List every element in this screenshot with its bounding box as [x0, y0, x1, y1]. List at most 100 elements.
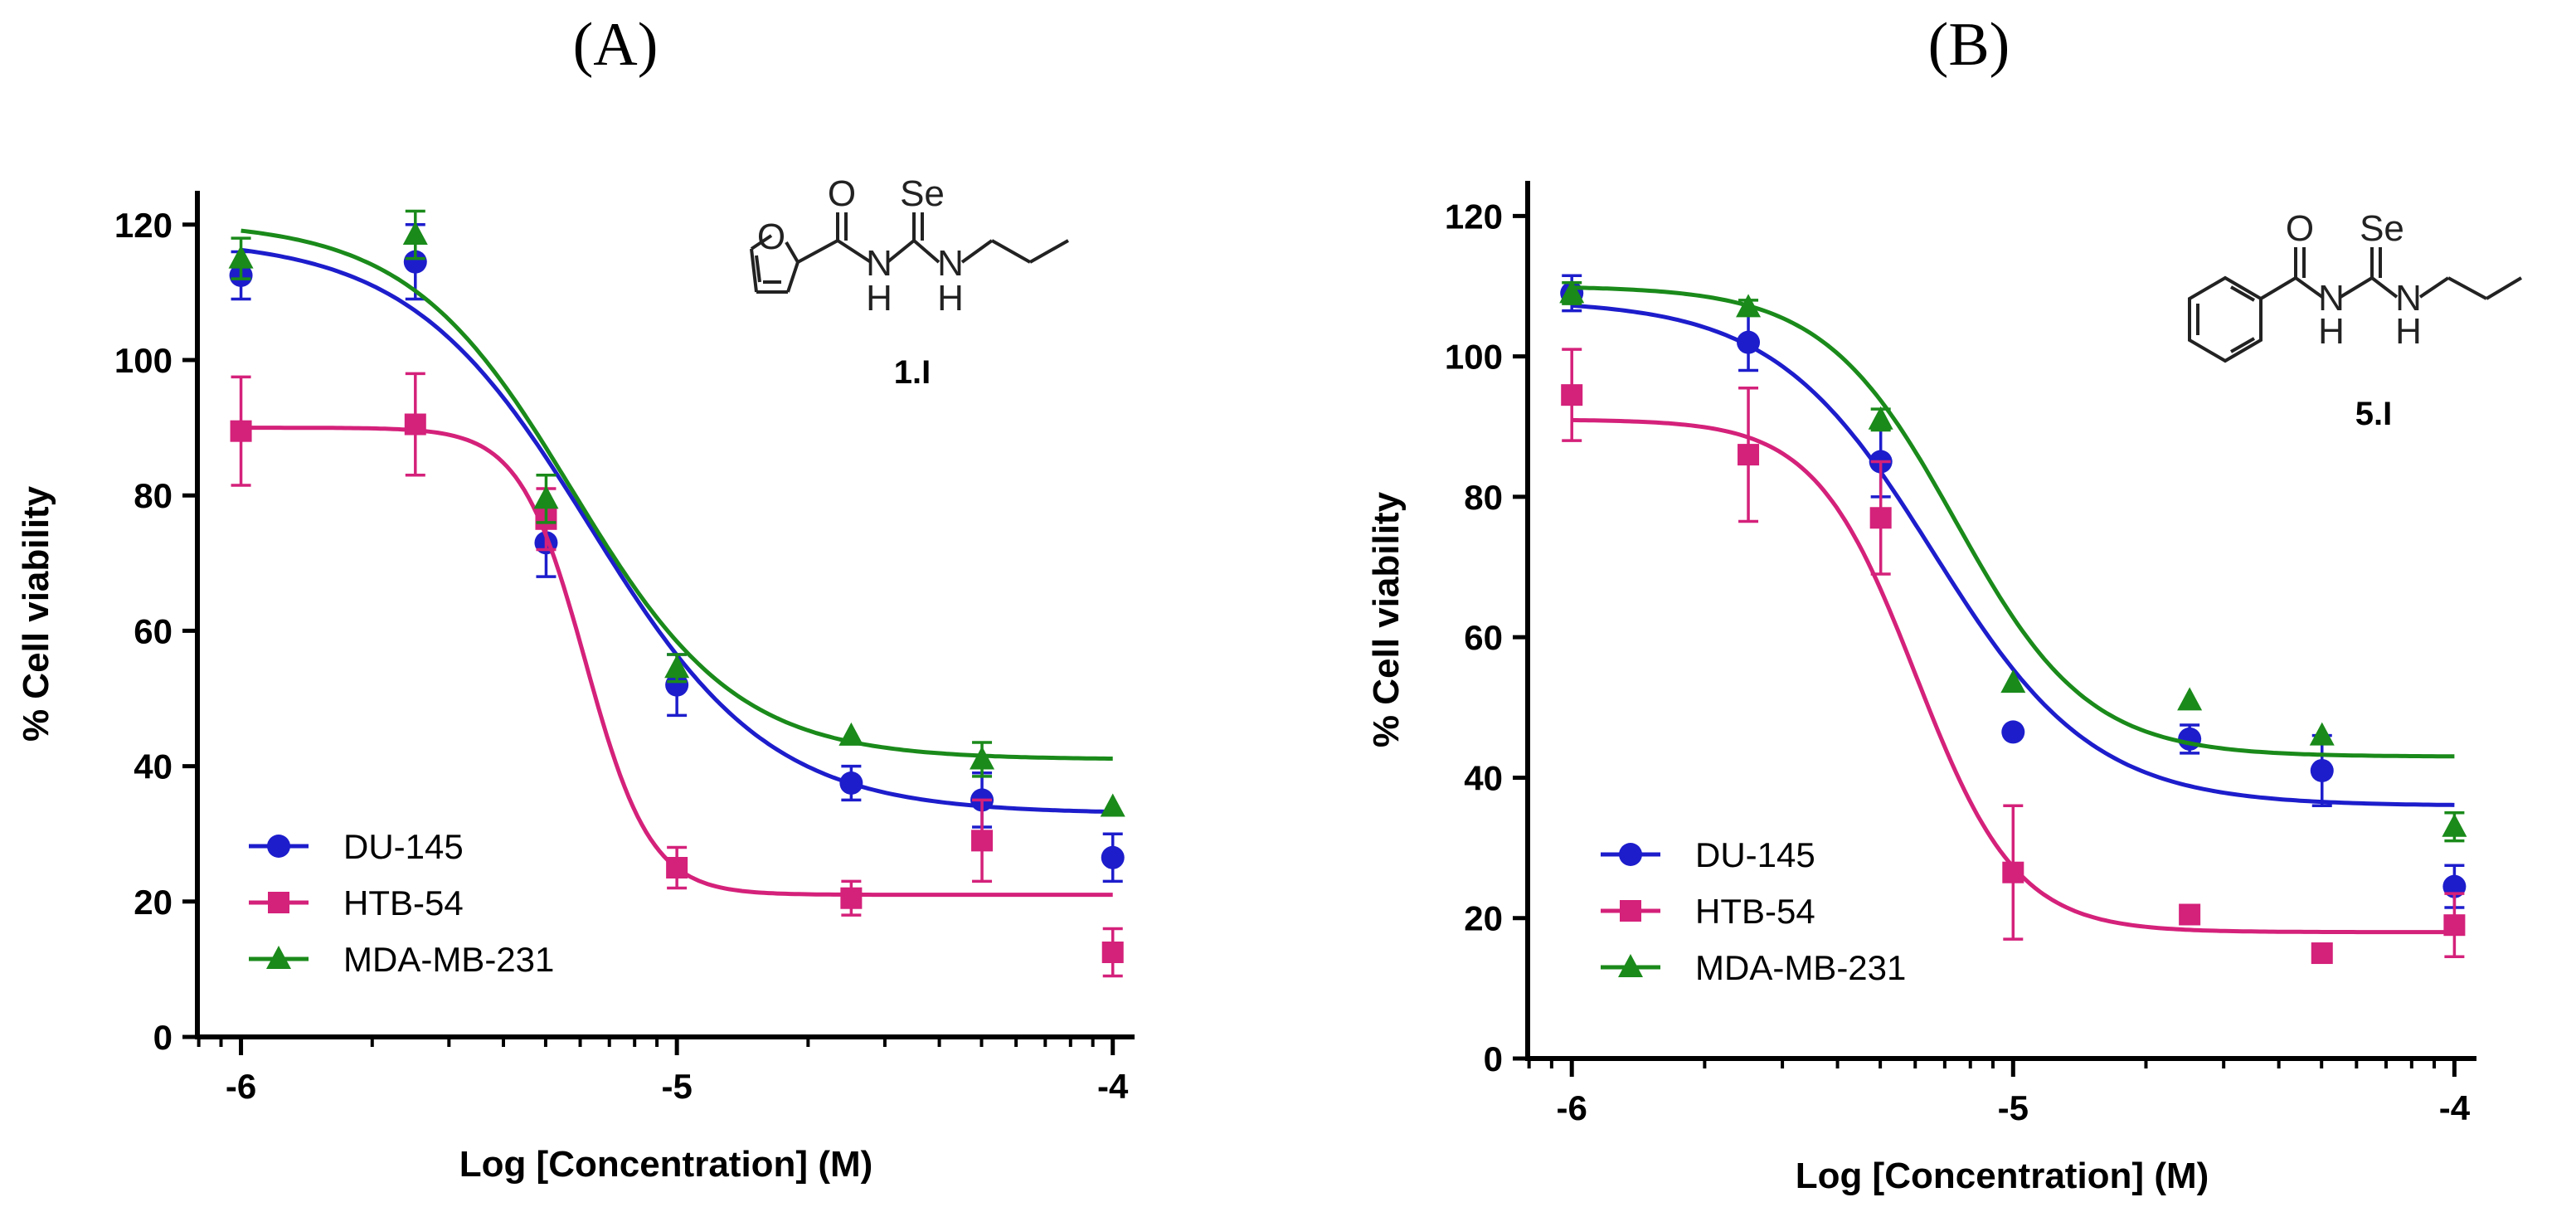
p1-mda-mb-231-point	[2442, 813, 2467, 837]
p0-x-axis-title: Log [Concentration] (M)	[459, 1144, 873, 1185]
furan-2-carbonyl-selenourea-structure	[750, 212, 1069, 294]
panel-b-atom-n2: N	[2395, 278, 2422, 319]
panel-b-atom-o-carbonyl: O	[2286, 208, 2314, 249]
p1-legend-mda-mb-231-marker	[1618, 954, 1643, 977]
p0-mda-mb-231-point	[533, 485, 559, 509]
panel-a-plot: 0 20 40 60 80 100 120 -6 -5 -4 Log [Concentration]…	[16, 191, 1135, 1185]
p0-mda-mb-231-point	[402, 221, 428, 246]
p1-y-tick-label: 40	[1464, 758, 1503, 797]
p0-legend-du-145-label: DU-145	[343, 827, 464, 866]
p1-x-axis-title: Log [Concentration] (M)	[1796, 1156, 2209, 1196]
p0-y-tick-label: 80	[134, 476, 173, 515]
p0-y-tick-label: 20	[134, 883, 173, 922]
p1-mda-mb-231-point	[2309, 722, 2335, 746]
p0-htb-54-point	[1101, 942, 1124, 963]
p0-y-tick-label: 60	[134, 611, 173, 650]
panel-b-legend: DU-145 HTB-54 MDA-MB-231	[1601, 835, 1906, 987]
p1-du-145-point	[1737, 330, 1761, 354]
p0-y-tick-label: 100	[114, 341, 173, 380]
p1-legend-mda-mb-231-label: MDA-MB-231	[1695, 948, 1906, 987]
p0-du-145-point	[403, 250, 427, 274]
p1-du-145-point	[2001, 720, 2025, 744]
panel-a-atom-h1: H	[866, 278, 892, 319]
p1-du-145-point	[2310, 758, 2334, 782]
p0-du-145-fit-curve	[241, 247, 1113, 815]
p1-y-tick-label: 80	[1464, 478, 1503, 517]
panel-b-atom-h1: H	[2318, 311, 2345, 352]
p0-legend-du-145-marker	[267, 835, 290, 858]
p1-y-tick-label: 120	[1445, 197, 1503, 236]
p1-y-tick-label: 0	[1484, 1039, 1503, 1078]
p1-htb-54-point	[1561, 384, 1583, 406]
panel-a-atom-h2: H	[937, 278, 964, 319]
p0-mda-mb-231-point	[228, 245, 254, 269]
panel-b: (B) 0 20 40 60 80 100 120 -6 -5 -4 Log [Concentrat…	[1366, 11, 2523, 1196]
p0-legend-htb-54-marker	[268, 892, 289, 913]
panel-a-atom-n1: N	[866, 243, 892, 284]
p1-x-tick-label: -4	[2439, 1088, 2471, 1127]
p1-x-tick-label: -6	[1557, 1088, 1587, 1127]
p1-mda-mb-231-point	[2177, 687, 2203, 711]
panel-a-legend: DU-145 HTB-54 MDA-MB-231	[249, 827, 554, 979]
panel-b-atom-se: Se	[2360, 208, 2404, 249]
p1-y-tick-label: 20	[1464, 899, 1503, 938]
p0-legend-htb-54-label: HTB-54	[343, 883, 464, 922]
p0-x-tick-label: -4	[1097, 1067, 1129, 1106]
panel-a-atom-se: Se	[900, 173, 945, 214]
p0-legend-mda-mb-231-label: MDA-MB-231	[343, 940, 554, 979]
panel-a-letter: (A)	[573, 11, 659, 79]
p0-x-tick-label: -5	[661, 1067, 692, 1106]
panel-a-atom-o-ring: O	[757, 217, 785, 257]
p0-htb-54-point	[971, 830, 994, 852]
p1-legend-du-145-label: DU-145	[1695, 835, 1815, 874]
p0-y-tick-label: 40	[134, 747, 173, 786]
p0-x-tick-label: -6	[226, 1067, 256, 1106]
panel-b-molecule: O Se N H N H 5.I	[2188, 208, 2523, 432]
panel-a-atom-n2: N	[937, 243, 964, 284]
p0-legend-mda-mb-231-marker	[266, 946, 291, 969]
p1-y-tick-label: 60	[1464, 618, 1503, 657]
panel-a-compound-name: 1.I	[894, 354, 931, 391]
p1-mda-mb-231-fit-curve	[1572, 285, 2455, 759]
p0-mda-mb-231-point	[838, 722, 864, 746]
panel-a: (A) 0 20 40 60 80 100 120 -6 -5 -4 Log [Concentrat…	[16, 11, 1135, 1185]
panel-b-plot: 0 20 40 60 80 100 120 -6 -5 -4 Log [Concentration]…	[1366, 181, 2476, 1196]
p1-du-145-fit-curve	[1572, 303, 2455, 807]
p1-x-tick-label: -5	[1998, 1088, 2029, 1127]
panel-b-compound-name: 5.I	[2355, 396, 2392, 432]
panel-b-atom-n1: N	[2318, 278, 2345, 319]
p1-mda-mb-231-point	[1868, 406, 1893, 430]
p1-legend-htb-54-label: HTB-54	[1695, 892, 1815, 931]
p0-mda-mb-231-fit-curve	[241, 228, 1113, 761]
p1-legend-htb-54-marker	[1620, 900, 1641, 922]
p1-y-axis-title: % Cell viability	[1366, 491, 1407, 747]
panel-a-atom-o-carbonyl: O	[828, 173, 856, 214]
p0-htb-54-point	[404, 413, 426, 436]
p0-y-tick-label: 0	[153, 1018, 173, 1057]
p1-htb-54-point	[2002, 861, 2024, 883]
benzoyl-selenourea-structure	[2188, 247, 2523, 363]
panel-b-letter: (B)	[1928, 11, 2010, 79]
p0-htb-54-point	[666, 857, 688, 878]
p1-mda-mb-231-point	[2000, 669, 2026, 694]
p0-mda-mb-231-point	[1100, 793, 1125, 817]
p0-mda-mb-231-point	[970, 746, 995, 770]
p1-htb-54-point	[2443, 914, 2466, 937]
p0-htb-54-point	[840, 887, 863, 909]
p0-mda-mb-231-point	[664, 655, 690, 679]
p0-du-145-point	[1101, 845, 1125, 869]
p1-mda-mb-231-point	[1736, 294, 1762, 318]
p0-htb-54-point	[230, 420, 252, 442]
panel-b-atom-h2: H	[2395, 311, 2422, 352]
p0-y-axis-title: % Cell viability	[16, 485, 56, 742]
p0-du-145-point	[665, 673, 689, 697]
p1-htb-54-point	[2311, 942, 2333, 965]
p1-htb-54-point	[1738, 444, 1760, 466]
p1-htb-54-point	[2179, 903, 2201, 926]
p1-y-tick-label: 100	[1445, 338, 1503, 377]
p1-mda-mb-231-point	[1559, 280, 1585, 304]
p1-du-145-point	[2178, 727, 2202, 751]
p0-du-145-point	[839, 771, 863, 795]
p0-y-tick-label: 120	[114, 206, 173, 245]
